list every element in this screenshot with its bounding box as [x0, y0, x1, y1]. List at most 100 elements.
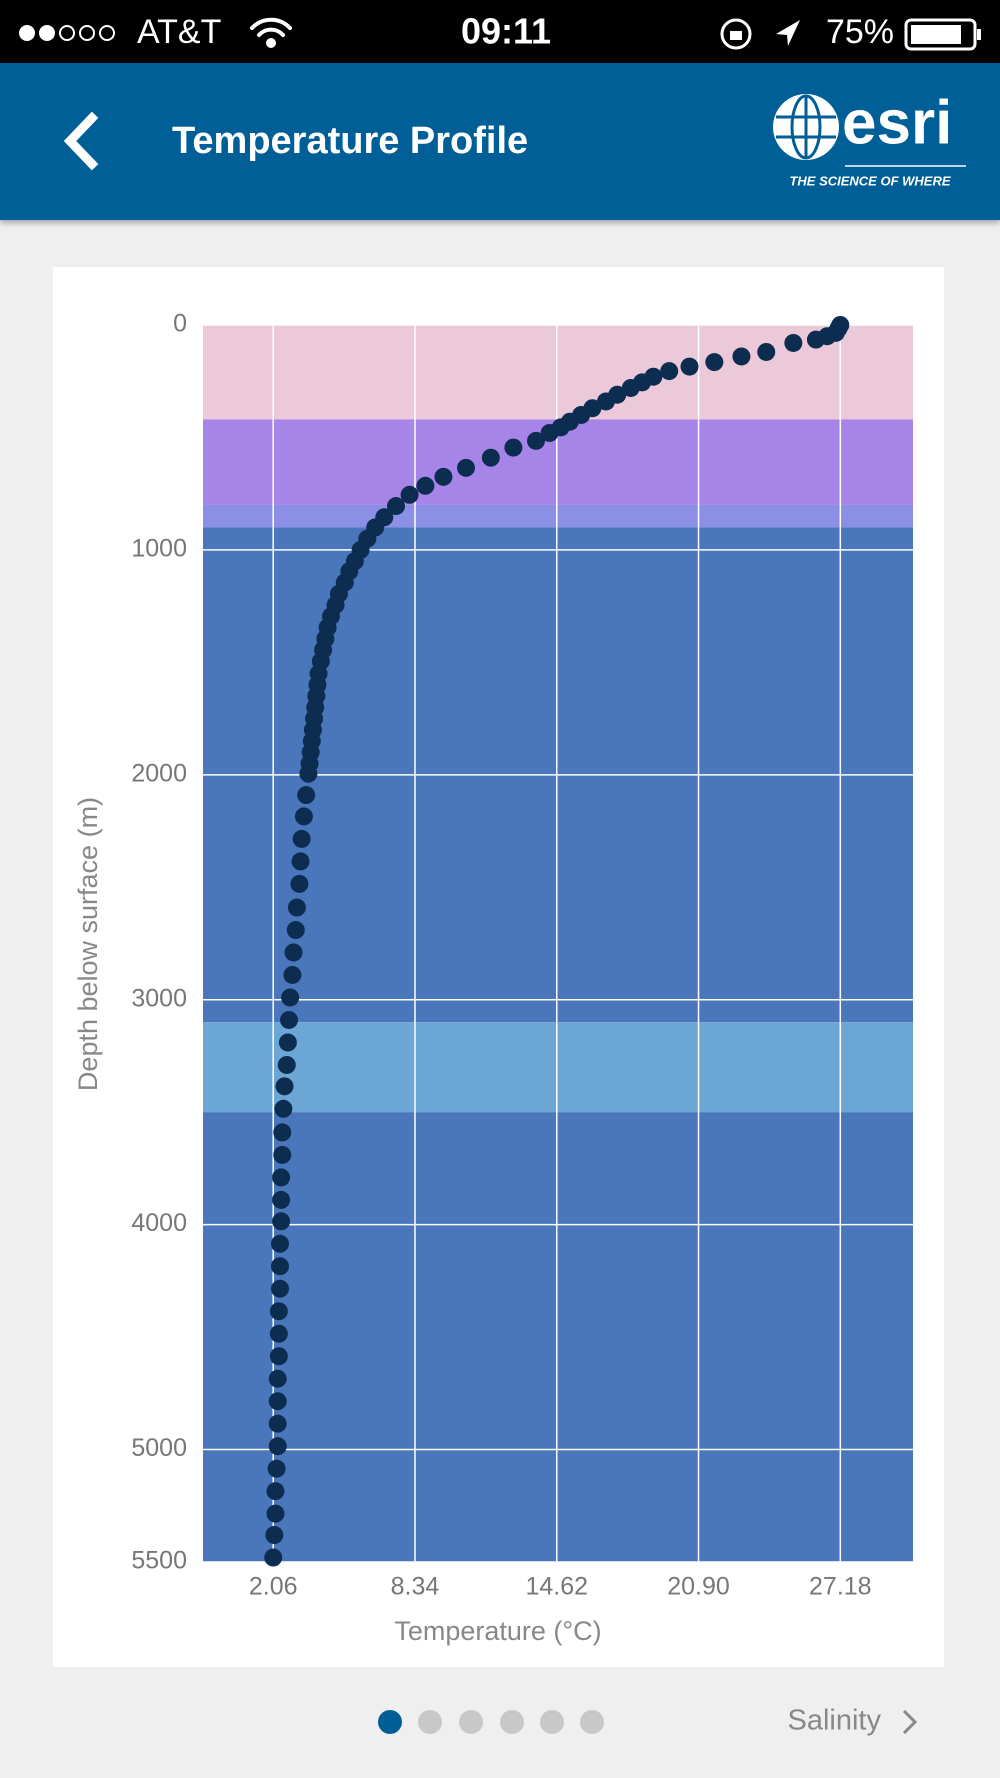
data-point — [286, 921, 305, 940]
page-dot[interactable] — [580, 1710, 604, 1734]
data-point — [268, 1369, 287, 1388]
data-point — [457, 458, 476, 477]
data-point — [268, 1392, 287, 1411]
esri-logo: esri THE SCIENCE OF WHERE — [773, 88, 966, 188]
status-bar — [0, 0, 1000, 63]
data-point — [268, 1437, 287, 1456]
carrier: AT&T — [137, 13, 221, 51]
data-point — [281, 988, 300, 1007]
data-point — [292, 829, 311, 848]
data-point — [290, 874, 309, 893]
battery-icon — [904, 18, 981, 51]
y-tick-label: 0 — [173, 310, 187, 338]
data-point — [270, 1234, 289, 1253]
data-point — [264, 1548, 283, 1567]
logo-tagline: THE SCIENCE OF WHERE — [789, 173, 950, 188]
x-tick-label: 14.62 — [525, 1573, 588, 1601]
data-point — [266, 1504, 285, 1523]
data-point — [270, 1279, 289, 1298]
data-point — [621, 378, 640, 397]
data-point — [526, 431, 545, 450]
data-point — [272, 1190, 291, 1209]
data-point — [680, 357, 699, 376]
page-dot[interactable] — [500, 1710, 524, 1734]
next-page-label: Salinity — [788, 1705, 882, 1737]
data-point — [278, 1033, 297, 1052]
data-point — [291, 852, 310, 871]
data-point — [267, 1459, 286, 1478]
data-point — [268, 1414, 287, 1433]
battery-level: 75% — [826, 13, 894, 51]
data-point — [272, 1212, 291, 1231]
x-tick-label: 8.34 — [391, 1573, 440, 1601]
data-point — [784, 333, 803, 352]
data-point — [660, 362, 679, 381]
x-tick-label: 2.06 — [249, 1573, 298, 1601]
data-point — [287, 898, 306, 917]
location-icon — [776, 20, 800, 46]
x-tick-label: 27.18 — [809, 1573, 872, 1601]
data-point — [275, 1077, 294, 1096]
data-point — [416, 476, 435, 495]
page-dot[interactable] — [418, 1710, 442, 1734]
y-tick-label: 3000 — [131, 984, 187, 1012]
depth-band — [203, 504, 913, 528]
wifi-icon — [250, 17, 292, 48]
depth-band — [203, 325, 913, 420]
data-point — [705, 353, 724, 372]
y-axis-label: Depth below surface (m) — [73, 797, 103, 1091]
data-point — [284, 943, 303, 962]
page-dot-active[interactable] — [378, 1710, 402, 1734]
x-axis-label: Temperature (°C) — [394, 1616, 601, 1646]
data-point — [732, 347, 751, 366]
data-point — [596, 392, 615, 411]
data-point — [269, 1324, 288, 1343]
page-dot[interactable] — [459, 1710, 483, 1734]
data-point — [273, 1145, 292, 1164]
signal-dots — [19, 25, 115, 41]
depth-band — [203, 1022, 913, 1113]
y-tick-label: 5500 — [131, 1547, 187, 1575]
y-tick-label: 5000 — [131, 1434, 187, 1462]
page-indicator — [378, 1710, 604, 1734]
rotation-lock-icon — [720, 18, 752, 50]
data-point — [757, 342, 776, 361]
data-point — [481, 448, 500, 467]
data-point — [277, 1055, 296, 1074]
data-point — [806, 330, 825, 349]
data-point — [294, 807, 313, 826]
clock: 09:11 — [461, 11, 551, 52]
data-point — [387, 497, 406, 516]
plot: 0 1000 2000 3000 4000 5000 5500 2.06 8.34 14.62 20… — [131, 310, 913, 1601]
data-point — [297, 786, 316, 805]
data-point — [540, 423, 559, 442]
data-point — [265, 1526, 284, 1545]
data-point — [273, 1123, 292, 1142]
data-point — [266, 1482, 285, 1501]
y-tick-label: 1000 — [131, 535, 187, 563]
data-point — [269, 1347, 288, 1366]
data-point — [269, 1302, 288, 1321]
back-button[interactable] — [63, 111, 99, 171]
y-tick-label: 4000 — [131, 1209, 187, 1237]
page-dot[interactable] — [540, 1710, 564, 1734]
data-point — [400, 485, 419, 504]
y-tick-label: 2000 — [131, 759, 187, 787]
data-point — [274, 1099, 293, 1118]
data-point — [280, 1010, 299, 1029]
logo-text: esri — [842, 88, 952, 157]
data-point — [283, 965, 302, 984]
data-point — [504, 438, 523, 457]
next-page-button[interactable]: Salinity — [788, 1705, 918, 1737]
data-point — [272, 1168, 291, 1187]
next-chevron — [902, 1709, 918, 1735]
screen-title: Temperature Profile — [172, 120, 528, 162]
x-tick-label: 20.90 — [667, 1573, 730, 1601]
depth-band — [203, 1112, 913, 1562]
data-point — [434, 467, 453, 486]
data-point — [270, 1257, 289, 1276]
data-point — [299, 764, 318, 783]
